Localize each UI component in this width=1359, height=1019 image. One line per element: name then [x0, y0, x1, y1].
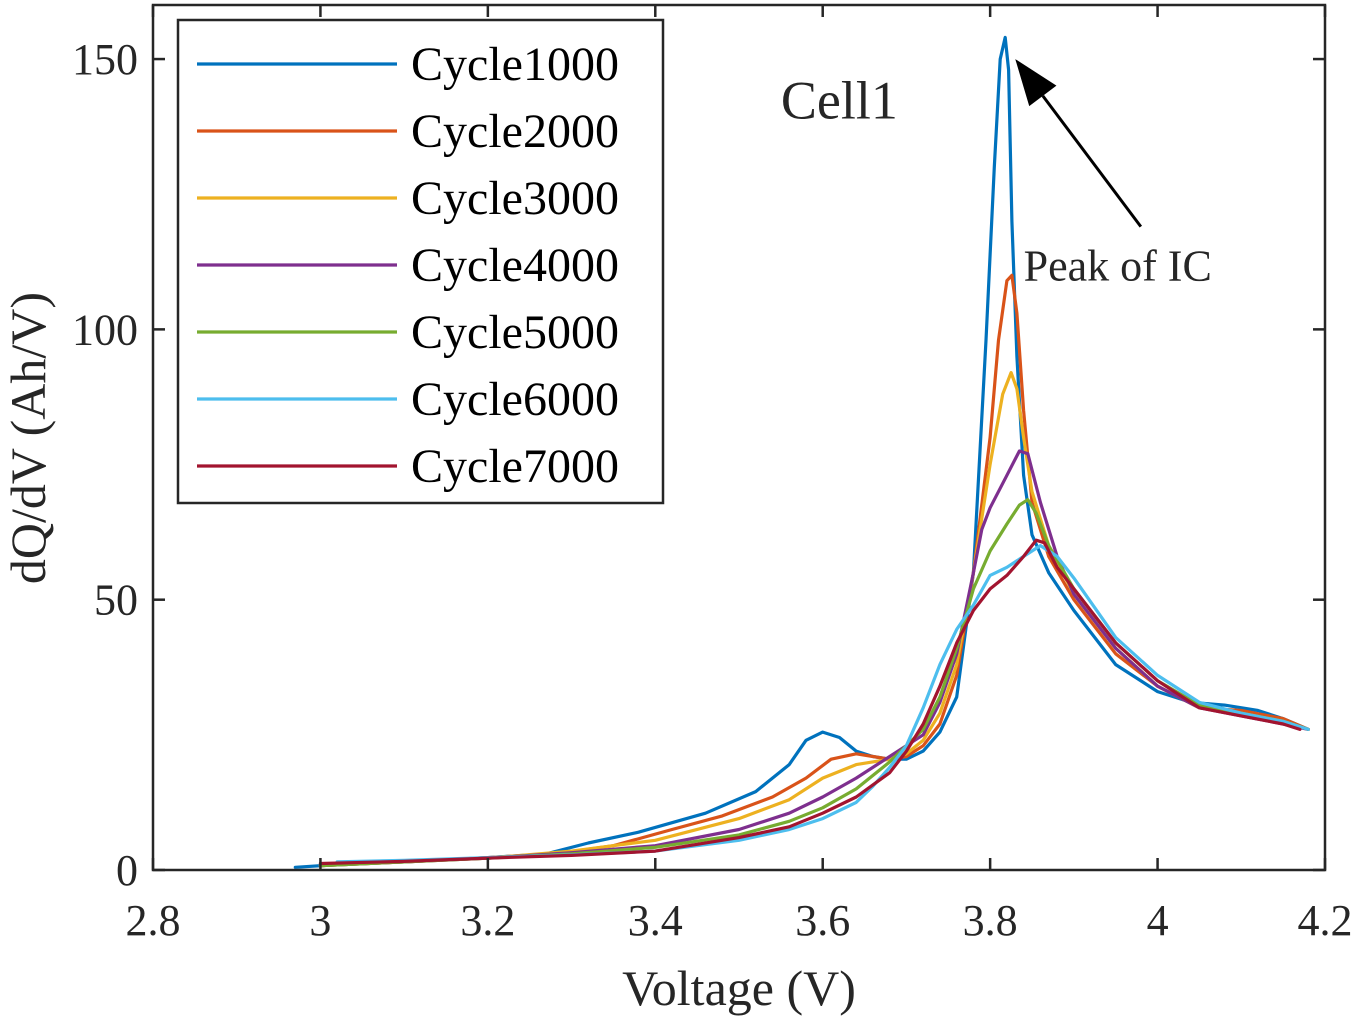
- legend-label-cycle1000: Cycle1000: [411, 38, 619, 91]
- x-tick-label: 4.2: [1298, 896, 1353, 945]
- legend-label-cycle7000: Cycle7000: [411, 440, 619, 493]
- x-tick-label: 3: [309, 896, 331, 945]
- x-tick-label: 3.2: [460, 896, 515, 945]
- series-line-cycle7000: [318, 538, 1302, 866]
- peak-arrow-line: [1041, 94, 1143, 228]
- legend-label-cycle2000: Cycle2000: [411, 105, 619, 158]
- series-line-cycle4000: [318, 449, 1310, 868]
- series-line-cycle2000: [318, 273, 1310, 868]
- series-layer: [293, 35, 1310, 869]
- tick-layer: 2.8 3 3.2 3.4 3.6 3.8 4 4.2 0 50 100 150: [72, 5, 1353, 945]
- legend-label-cycle3000: Cycle3000: [411, 172, 619, 225]
- series-line-cycle1000: [293, 35, 1310, 869]
- x-tick-label: 2.8: [126, 896, 181, 945]
- y-axis-label: dQ/dV (Ah/V): [0, 292, 56, 584]
- peak-arrow-icon: [1015, 59, 1057, 107]
- x-tick-label: 3.6: [795, 896, 850, 945]
- cell-label: Cell1: [781, 71, 898, 131]
- x-tick-label: 3.4: [628, 896, 683, 945]
- annotation-layer: Cell1 Peak of IC: [781, 59, 1212, 291]
- y-tick-label: 100: [72, 305, 138, 354]
- x-axis-label: Voltage (V): [622, 960, 856, 1016]
- legend-label-cycle5000: Cycle5000: [411, 306, 619, 359]
- legend-box: [176, 18, 665, 505]
- axes-box: [151, 3, 1327, 872]
- y-tick-label: 150: [72, 35, 138, 84]
- x-tick-label: 4: [1147, 896, 1169, 945]
- legend-label-cycle6000: Cycle6000: [411, 373, 619, 426]
- y-tick-label: 0: [116, 846, 138, 895]
- y-tick-label: 50: [94, 576, 138, 625]
- legend: Cycle1000 Cycle2000 Cycle3000 Cycle4000 Cycl…: [176, 18, 665, 505]
- peak-label: Peak of IC: [1024, 242, 1212, 291]
- legend-label-cycle4000: Cycle4000: [411, 239, 619, 292]
- x-tick-label: 3.8: [963, 896, 1018, 945]
